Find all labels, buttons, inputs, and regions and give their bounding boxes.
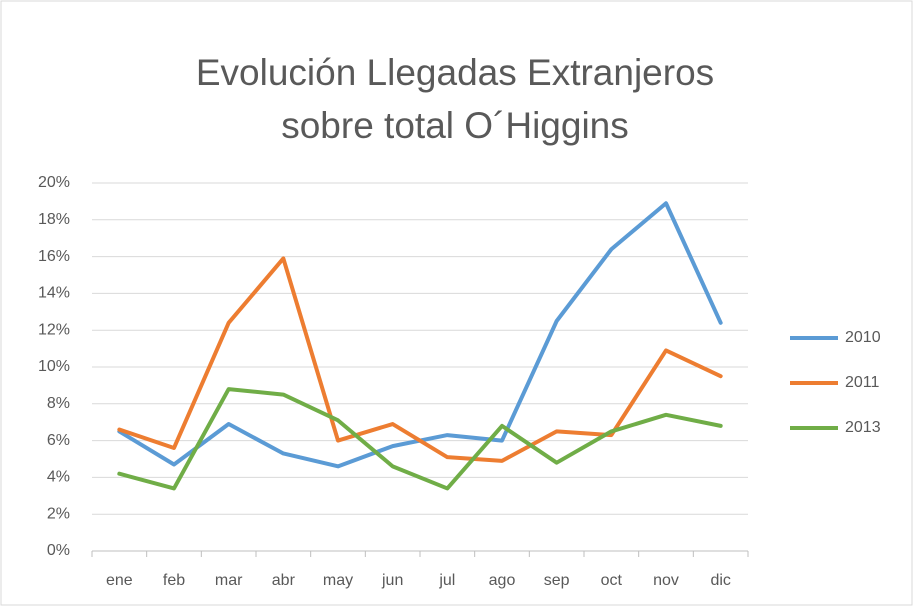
data-line: [117, 256, 723, 463]
x-tick-label: oct: [601, 572, 623, 589]
y-tick-label: 16%: [38, 248, 70, 265]
x-tick-label: may: [323, 572, 353, 589]
y-tick-label: 4%: [47, 469, 70, 486]
y-tick-label: 0%: [47, 542, 70, 559]
x-tick-label: mar: [215, 572, 243, 589]
x-tick-label: feb: [163, 572, 185, 589]
x-tick-label: dic: [710, 572, 730, 589]
y-tick-label: 6%: [47, 432, 70, 449]
x-tick-label: jun: [381, 572, 403, 589]
legend-label: 2011: [845, 374, 880, 391]
y-tick-label: 12%: [38, 321, 70, 338]
y-tick-label: 2%: [47, 505, 70, 522]
x-tick-label: sep: [544, 572, 570, 589]
chart-title: sobre total O´Higgins: [281, 105, 629, 146]
x-tick-label: jul: [438, 572, 455, 589]
legend-label: 2010: [845, 329, 881, 346]
y-tick-label: 18%: [38, 211, 70, 228]
x-tick-label: ene: [106, 572, 133, 589]
y-tick-label: 10%: [38, 358, 70, 375]
x-tick-label: nov: [653, 572, 679, 589]
legend-label: 2013: [845, 419, 881, 436]
y-tick-label: 14%: [38, 285, 70, 302]
y-tick-label: 8%: [47, 395, 70, 412]
y-tick-label: 20%: [38, 174, 70, 191]
x-tick-label: ago: [489, 572, 516, 589]
data-line: [117, 387, 723, 491]
x-tick-label: abr: [272, 572, 296, 589]
chart-title: Evolución Llegadas Extranjeros: [196, 52, 714, 93]
